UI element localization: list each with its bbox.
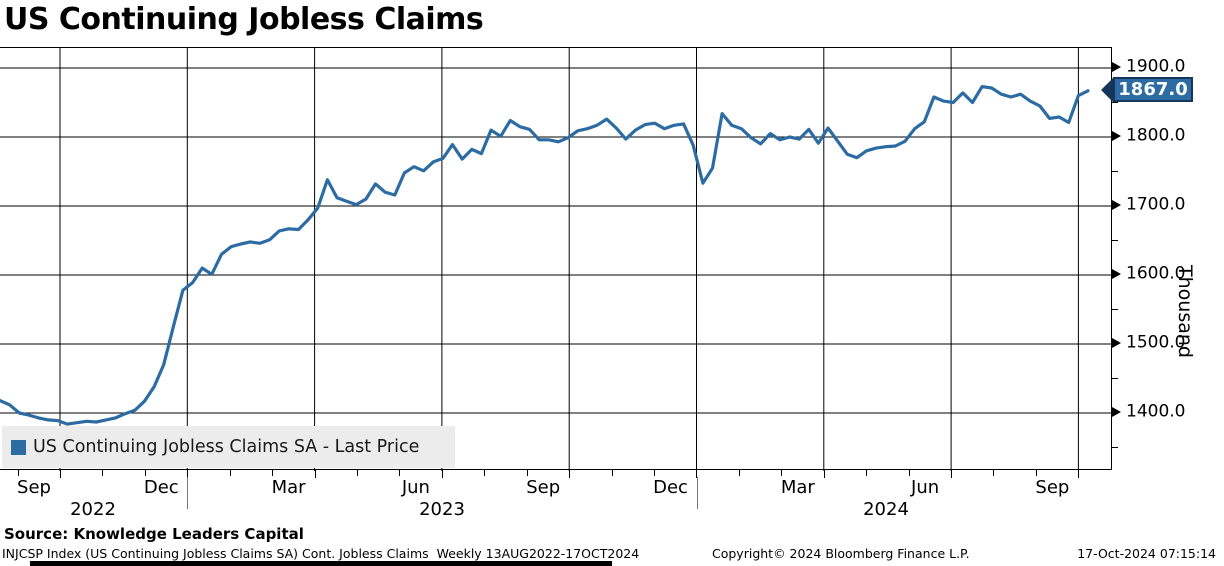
x-year-label: 2024 xyxy=(863,499,909,520)
x-major-tick xyxy=(187,470,189,478)
x-month-label: Jun xyxy=(911,477,940,498)
legend-series-swatch xyxy=(11,439,26,455)
year-separator xyxy=(187,477,189,509)
x-minor-tick xyxy=(229,470,231,476)
x-minor-tick xyxy=(526,470,528,476)
y-tick-label: 1500.0 xyxy=(1126,332,1186,353)
x-minor-tick xyxy=(654,470,656,476)
x-major-tick xyxy=(951,470,953,478)
x-minor-tick xyxy=(1035,470,1037,476)
x-month-label: Jun xyxy=(401,477,430,498)
bottom-edge-bar xyxy=(30,561,612,566)
x-minor-tick xyxy=(738,470,740,476)
x-minor-tick xyxy=(781,470,783,476)
page-title: US Continuing Jobless Claims xyxy=(4,2,484,37)
y-tick-label: 1800.0 xyxy=(1126,125,1186,146)
y-major-tick-arrow xyxy=(1112,407,1121,418)
y-minor-tick xyxy=(1112,377,1118,379)
legend-series-label: US Continuing Jobless Claims SA - Last P… xyxy=(33,437,420,457)
y-minor-tick xyxy=(1112,308,1118,310)
legend: US Continuing Jobless Claims SA - Last P… xyxy=(2,426,455,468)
year-separator xyxy=(696,477,698,509)
x-minor-tick xyxy=(993,470,995,476)
y-major-tick-arrow xyxy=(1112,200,1121,211)
y-axis-unit-label: Thousand xyxy=(1174,265,1196,358)
x-major-tick xyxy=(441,470,443,478)
x-minor-tick xyxy=(144,470,146,476)
x-major-tick xyxy=(314,470,316,478)
x-month-label: Sep xyxy=(1035,477,1070,498)
x-month-label: Mar xyxy=(780,477,815,498)
price-line-chart xyxy=(0,48,1112,471)
x-minor-tick xyxy=(908,470,910,476)
x-major-tick xyxy=(569,470,571,478)
chart-plot-area xyxy=(0,47,1112,471)
timestamp: 17-Oct-2024 07:15:14 xyxy=(1077,546,1216,561)
y-minor-tick xyxy=(1112,239,1118,241)
x-major-tick xyxy=(60,470,62,478)
y-major-tick-arrow xyxy=(1112,269,1121,280)
copyright-notice: Copyright© 2024 Bloomberg Finance L.P. xyxy=(712,546,970,561)
x-minor-tick xyxy=(272,470,274,476)
x-minor-tick xyxy=(484,470,486,476)
y-major-tick-arrow xyxy=(1112,338,1121,349)
x-minor-tick xyxy=(866,470,868,476)
y-major-tick-arrow xyxy=(1112,131,1121,142)
y-tick-label: 1700.0 xyxy=(1126,194,1186,215)
x-month-label: Dec xyxy=(653,477,688,498)
source-credit: Source: Knowledge Leaders Capital xyxy=(4,525,304,543)
x-month-label: Sep xyxy=(526,477,561,498)
x-month-label: Sep xyxy=(17,477,51,498)
price-line xyxy=(0,84,1090,426)
x-minor-tick xyxy=(399,470,401,476)
y-tick-label: 1400.0 xyxy=(1126,401,1186,422)
x-minor-tick xyxy=(17,470,19,476)
x-major-tick xyxy=(1078,470,1080,478)
x-year-label: 2022 xyxy=(70,499,116,520)
x-major-tick xyxy=(696,470,698,478)
last-price-badge-arrow xyxy=(1101,76,1114,103)
x-year-label: 2023 xyxy=(419,499,465,520)
y-minor-tick xyxy=(1112,170,1118,172)
x-minor-tick xyxy=(611,470,613,476)
x-minor-tick xyxy=(357,470,359,476)
y-axis: 1900.0 1800.0 1700.0 1600.0 1500.0 1400.0 xyxy=(1112,47,1224,470)
y-minor-tick xyxy=(1112,446,1118,448)
ticker-description: INJCSP Index (US Continuing Jobless Clai… xyxy=(2,546,640,561)
y-major-tick-arrow xyxy=(1112,62,1121,72)
y-tick-label: 1900.0 xyxy=(1126,56,1186,77)
last-price-badge: 1867.0 xyxy=(1113,77,1193,103)
x-month-label: Dec xyxy=(143,477,179,498)
y-tick-label: 1600.0 xyxy=(1126,263,1186,284)
x-major-tick xyxy=(823,470,825,478)
x-month-label: Mar xyxy=(271,477,306,498)
x-minor-tick xyxy=(102,470,104,476)
